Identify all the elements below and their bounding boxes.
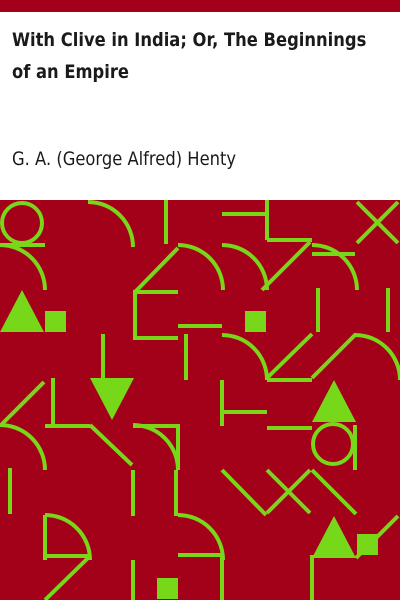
arc-shape: [177, 243, 225, 291]
square-shape: [357, 534, 378, 555]
diagonal-shape: [88, 423, 134, 467]
arc-shape: [221, 243, 269, 291]
diagonal-shape: [133, 246, 180, 294]
book-author: G. A. (George Alfred) Henty: [12, 148, 237, 170]
arc-shape: [44, 513, 92, 561]
top-accent-bar: [0, 0, 400, 12]
diagonal-shape: [220, 468, 268, 517]
arc-shape: [0, 423, 47, 471]
circle-shape: [311, 422, 355, 466]
square-shape: [157, 578, 178, 599]
triangle-shape: [90, 378, 134, 420]
diagonal-shape: [310, 332, 358, 380]
square-shape: [245, 311, 266, 332]
cover-pattern: [0, 200, 400, 600]
cross-shape: [355, 200, 400, 245]
circle-shape: [0, 201, 44, 245]
arc-shape: [177, 513, 225, 561]
diagonal-shape: [260, 240, 312, 292]
diagonal-shape: [265, 332, 314, 380]
arc-shape: [311, 243, 359, 291]
arc-shape: [221, 333, 269, 381]
diagonal-shape: [43, 556, 90, 600]
diagonal-shape: [0, 380, 46, 426]
arc-shape: [354, 333, 400, 381]
book-title: With Clive in India; Or, The Beginnings …: [12, 29, 367, 83]
square-shape: [45, 311, 66, 332]
cross-shape: [265, 468, 312, 515]
triangle-shape: [312, 380, 356, 422]
arc-shape: [87, 200, 135, 248]
diagonal-shape: [310, 468, 358, 516]
triangle-shape: [0, 290, 44, 332]
triangle-shape: [312, 516, 356, 558]
